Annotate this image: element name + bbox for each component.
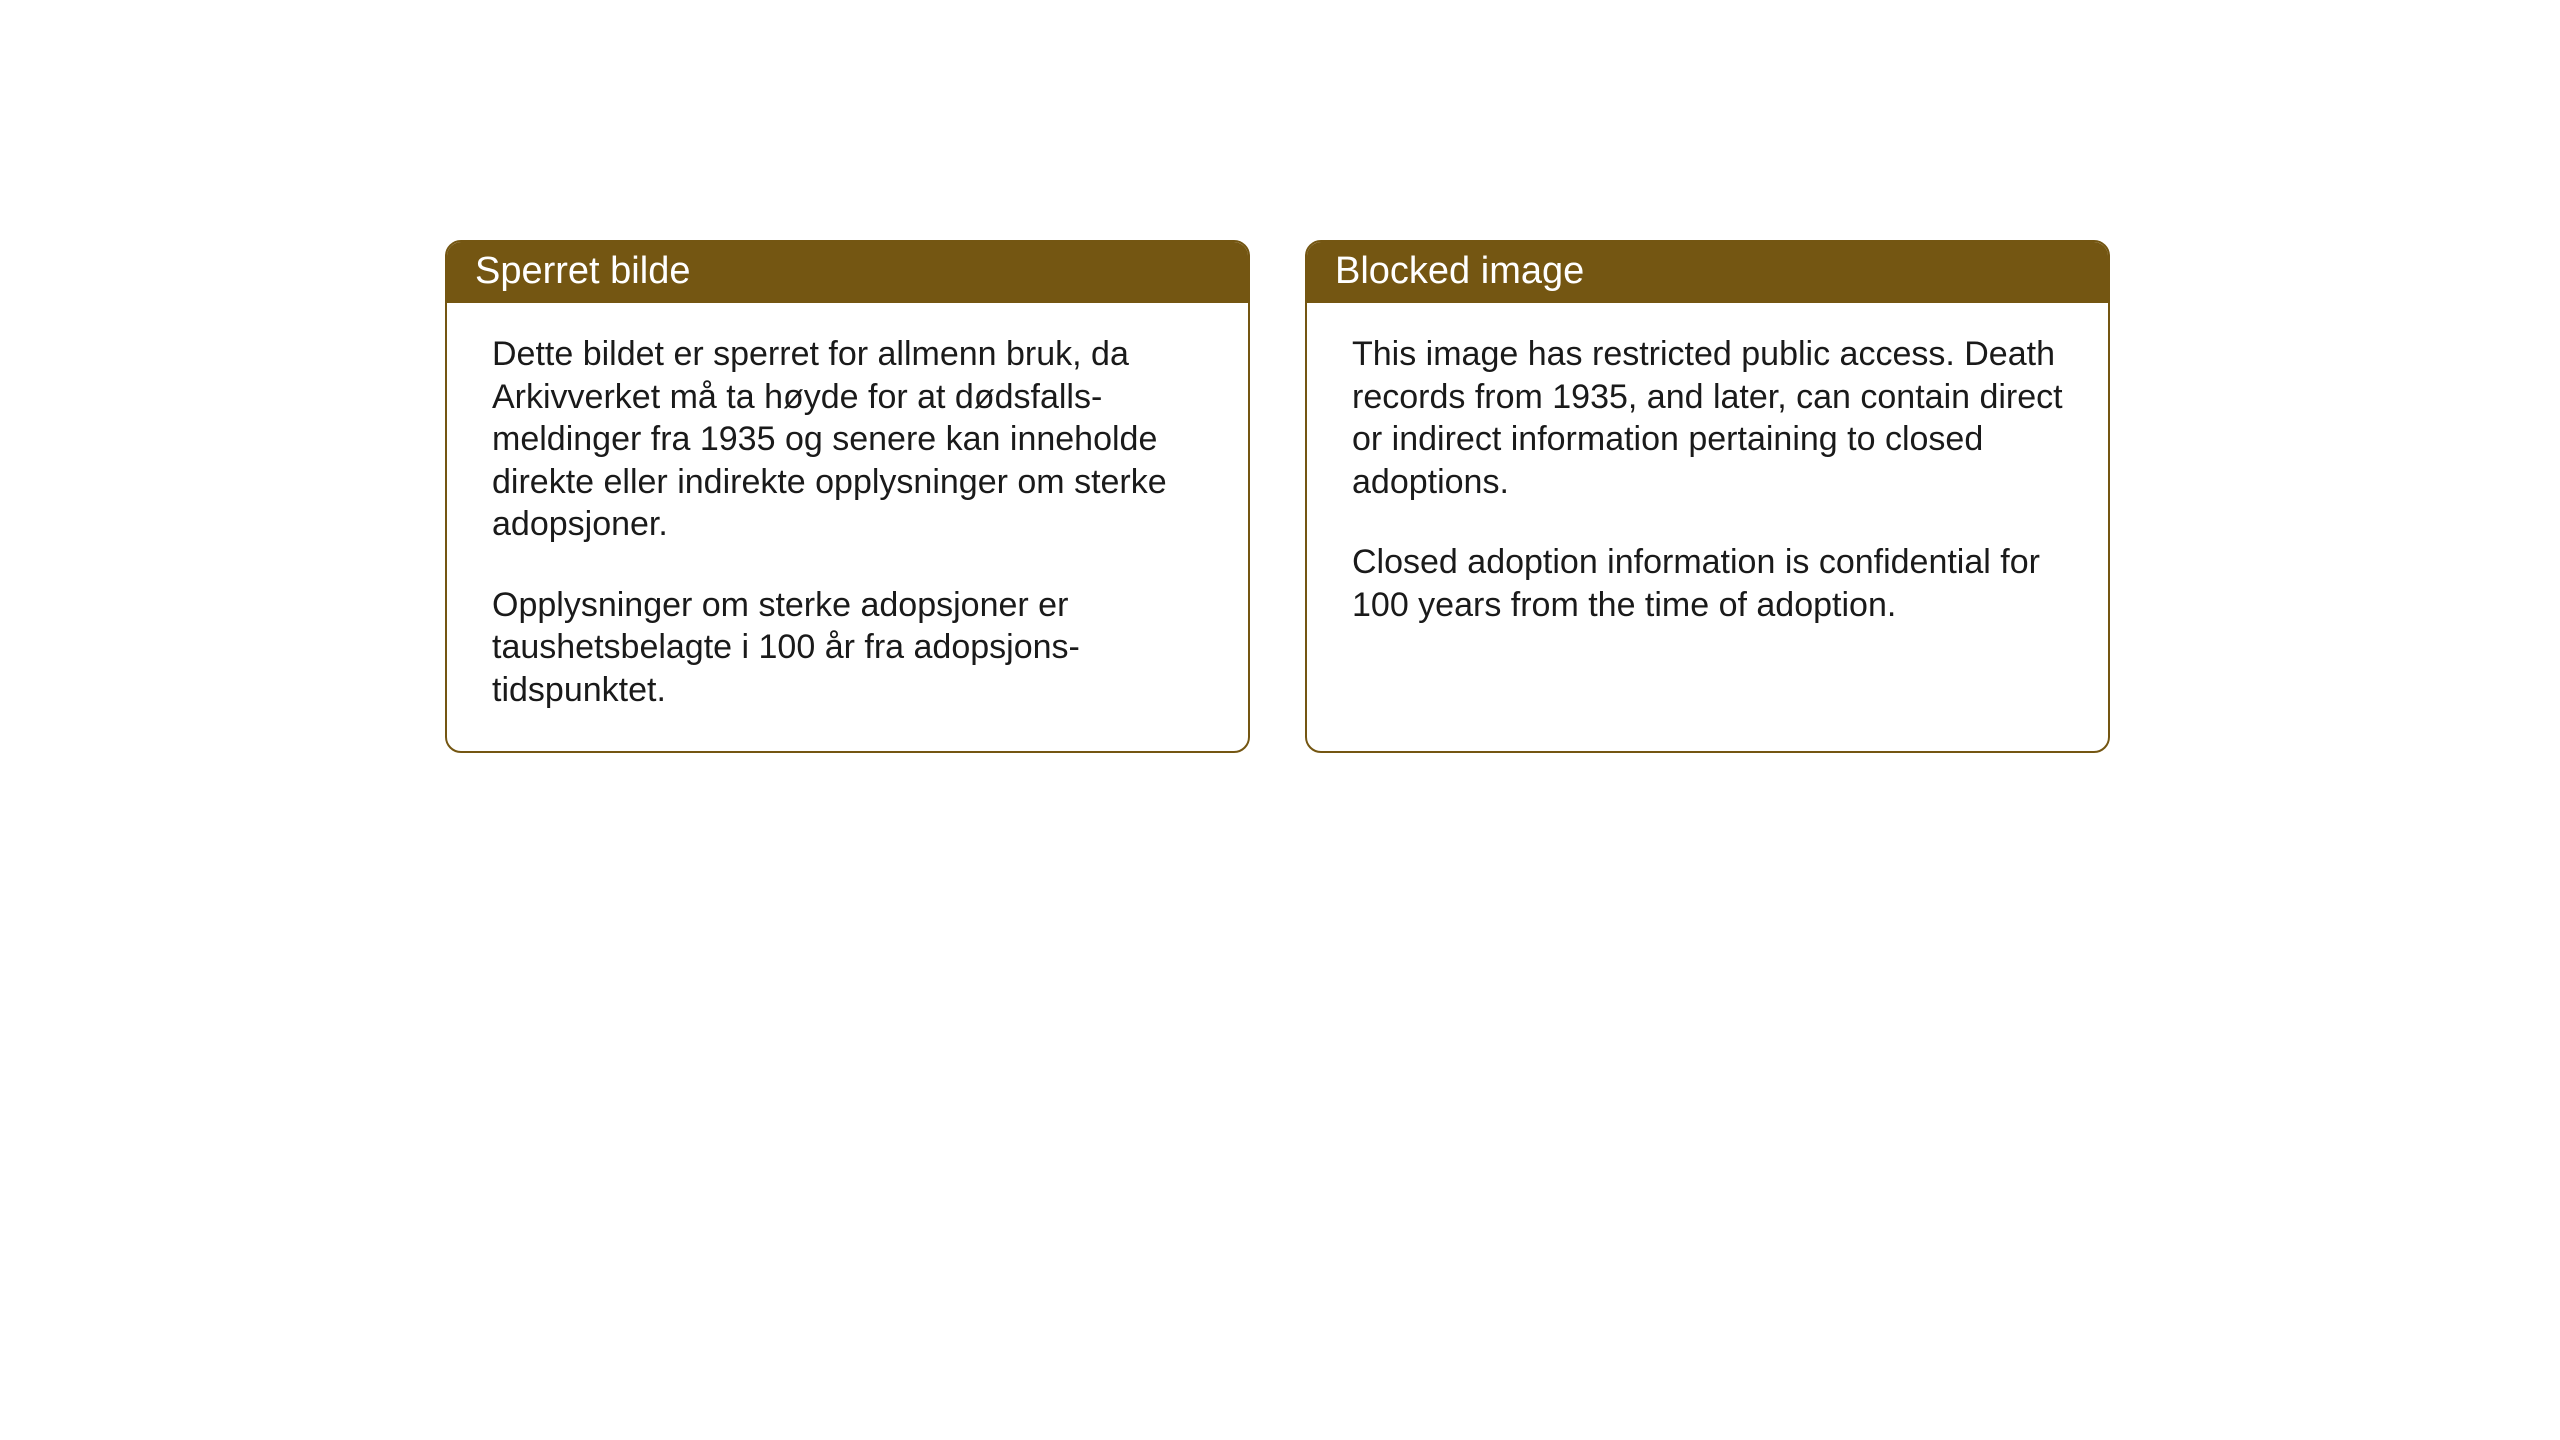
notice-paragraph-2-english: Closed adoption information is confident… xyxy=(1352,541,2063,626)
notice-body-norwegian: Dette bildet er sperret for allmenn bruk… xyxy=(447,303,1248,751)
notice-header-english: Blocked image xyxy=(1307,242,2108,303)
notice-title-english: Blocked image xyxy=(1335,250,1584,292)
notice-header-norwegian: Sperret bilde xyxy=(447,242,1248,303)
notice-paragraph-1-norwegian: Dette bildet er sperret for allmenn bruk… xyxy=(492,333,1203,546)
notice-body-english: This image has restricted public access.… xyxy=(1307,303,2108,743)
notice-card-norwegian: Sperret bilde Dette bildet er sperret fo… xyxy=(445,240,1250,753)
notice-title-norwegian: Sperret bilde xyxy=(475,250,690,292)
notice-paragraph-2-norwegian: Opplysninger om sterke adopsjoner er tau… xyxy=(492,584,1203,712)
notice-container: Sperret bilde Dette bildet er sperret fo… xyxy=(445,240,2110,753)
notice-paragraph-1-english: This image has restricted public access.… xyxy=(1352,333,2063,503)
notice-card-english: Blocked image This image has restricted … xyxy=(1305,240,2110,753)
